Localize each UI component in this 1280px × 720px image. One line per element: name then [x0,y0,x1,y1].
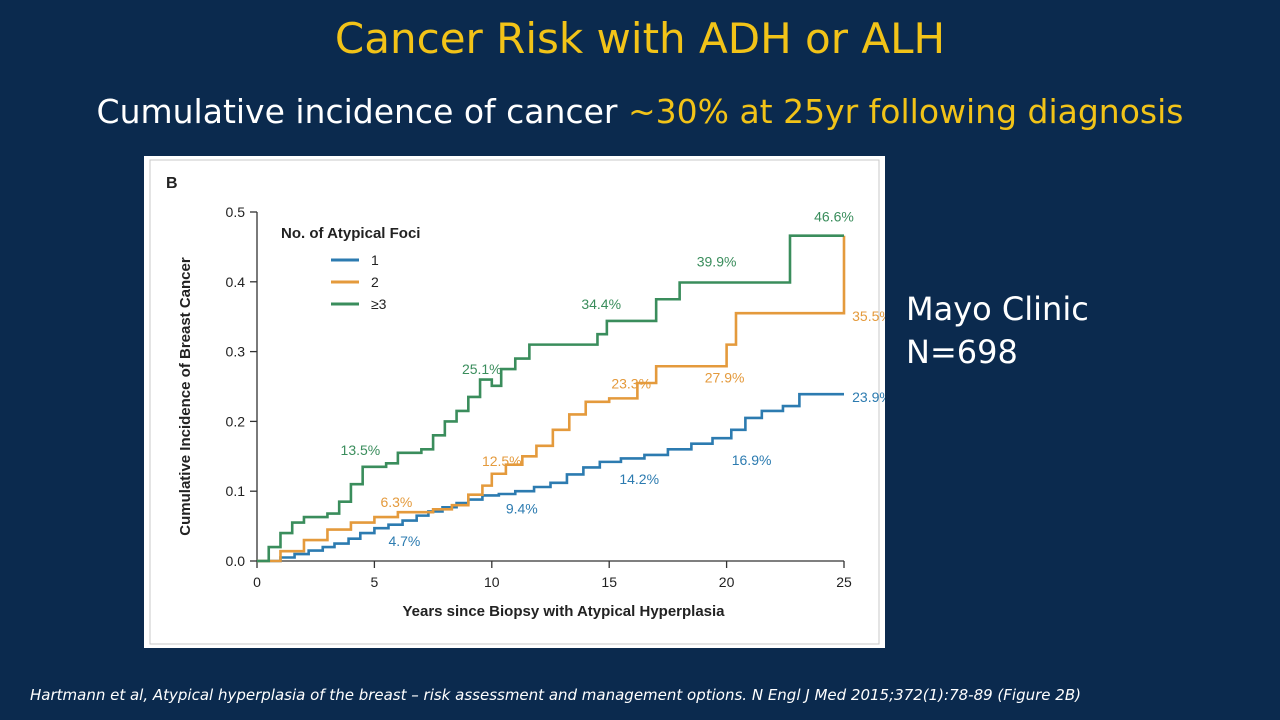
subtitle-prefix: Cumulative incidence of cancer [96,92,628,131]
x-tick-label: 0 [253,574,261,590]
chart-figure: B 0.0 0.1 0.2 0.3 0.4 0.5 0 5 10 15 20 25 Years since… [144,156,885,648]
data-label: 4.7% [388,533,420,549]
legend-label: ≥3 [371,296,387,312]
data-label: 23.3% [611,375,651,391]
data-label: 34.4% [581,296,621,312]
legend-label: 1 [371,252,379,268]
series-line-2 [257,235,846,563]
slide-subtitle: Cumulative incidence of cancer ~30% at 2… [0,92,1280,131]
y-axis-label: Cumulative Incidence of Breast Cancer [177,257,194,536]
x-tick-label: 10 [484,574,500,590]
panel-label: B [166,175,178,192]
data-label: 25.1% [462,361,502,377]
citation: Hartmann et al, Atypical hyperplasia of … [30,686,1081,704]
x-tick-label: 15 [601,574,617,590]
study-info: Mayo Clinic N=698 [906,288,1089,374]
figure-frame [149,159,880,645]
data-label: 13.5% [341,442,381,458]
x-tick-label: 20 [719,574,735,590]
data-label: 23.9% [852,389,885,405]
y-tick-label: 0.0 [226,553,246,569]
data-label: 39.9% [697,253,737,269]
data-label: 35.5% [852,308,885,324]
x-tick-label: 5 [371,574,379,590]
study-n: N=698 [906,333,1018,371]
study-site: Mayo Clinic [906,290,1089,328]
y-tick-label: 0.3 [226,344,246,360]
data-label: 9.4% [506,500,538,516]
y-tick-label: 0.4 [226,274,246,290]
series-line-1 [257,392,844,563]
y-tick-label: 0.5 [226,204,246,220]
x-tick-label: 25 [836,574,852,590]
slide-title: Cancer Risk with ADH or ALH [334,14,946,63]
subtitle-highlight: ~30% at 25yr following diagnosis [627,92,1184,131]
y-tick-label: 0.2 [226,413,246,429]
x-axis-label: Years since Biopsy with Atypical Hyperpl… [402,603,725,620]
series-line-3 [257,234,844,563]
data-label: 16.9% [732,452,772,468]
y-tick-label: 0.1 [226,483,246,499]
data-label: 46.6% [814,209,854,225]
data-label: 27.9% [705,369,745,385]
legend-label: 2 [371,274,379,290]
data-label: 6.3% [380,494,412,510]
legend-title: No. of Atypical Foci [281,225,420,242]
data-label: 14.2% [619,471,659,487]
data-label: 12.5% [482,453,522,469]
cumulative-incidence-chart: B 0.0 0.1 0.2 0.3 0.4 0.5 0 5 10 15 20 25 Years since… [149,159,885,645]
